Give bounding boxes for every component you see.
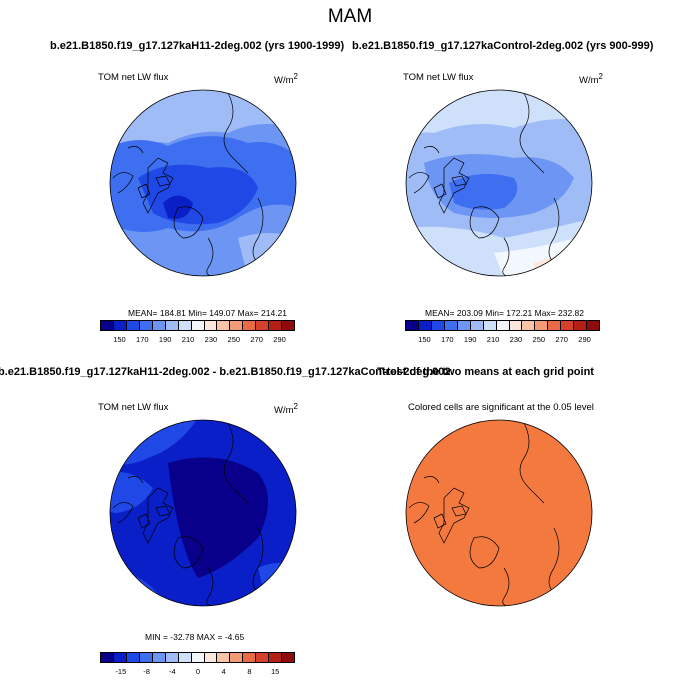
colorbar-swatch	[470, 321, 484, 330]
panel-3-units: W/m2	[274, 402, 298, 417]
colorbar-swatch	[178, 321, 192, 330]
colorbar-swatch	[165, 653, 179, 662]
colorbar-swatch	[522, 321, 536, 330]
colorbar-tick-label: 230	[204, 335, 218, 344]
colorbar-swatch	[574, 321, 588, 330]
colorbar-tick-label: 270	[250, 335, 263, 344]
panel-1-colorbar	[100, 320, 295, 331]
colorbar-swatch	[243, 653, 257, 662]
panel-1-map	[109, 89, 297, 277]
colorbar-swatch	[139, 653, 153, 662]
panel-2-variable: TOM net LW flux	[403, 72, 474, 83]
colorbar-tick-label: 8	[247, 667, 252, 676]
colorbar-tick-label: 210	[486, 335, 500, 344]
colorbar-tick-label: 190	[463, 335, 477, 344]
colorbar-tick-label: -8	[143, 667, 150, 676]
colorbar-swatch	[457, 321, 471, 330]
colorbar-tick-label: 290	[578, 335, 591, 344]
panel-3-stats: MIN = -32.78 MAX = -4.65	[145, 632, 245, 642]
colorbar-swatch	[269, 321, 283, 330]
panel-2-title: b.e21.B1850.f19_g17.127kaControl-2deg.00…	[352, 40, 654, 52]
colorbar-swatch	[126, 321, 140, 330]
colorbar-swatch	[548, 321, 562, 330]
colorbar-swatch	[431, 321, 445, 330]
colorbar-swatch	[282, 653, 295, 662]
colorbar-swatch	[152, 321, 166, 330]
panel-3-title: b.e21.B1850.f19_g17.127kaH11-2deg.002 - …	[0, 366, 451, 378]
colorbar-tick-label: 150	[418, 335, 431, 344]
colorbar-swatch	[204, 653, 218, 662]
colorbar-tick-label: 210	[181, 335, 195, 344]
panel-2-map	[405, 89, 593, 277]
colorbar-swatch	[243, 321, 257, 330]
colorbar-swatch	[496, 321, 510, 330]
colorbar-tick-label: 170	[136, 335, 149, 344]
colorbar-swatch	[191, 653, 205, 662]
colorbar-tick-label: 15	[271, 667, 280, 676]
colorbar-swatch	[139, 321, 153, 330]
colorbar-swatch	[165, 321, 179, 330]
colorbar-swatch	[113, 321, 127, 330]
colorbar-swatch	[152, 653, 166, 662]
colorbar-swatch	[282, 321, 295, 330]
colorbar-swatch	[191, 321, 205, 330]
panel-3-variable: TOM net LW flux	[98, 402, 169, 413]
panel-4-caption: Colored cells are significant at the 0.0…	[408, 402, 594, 413]
colorbar-tick-label: -4	[168, 667, 176, 676]
colorbar-swatch	[561, 321, 575, 330]
colorbar-tick-label: 4	[221, 667, 226, 676]
panel-1-units: W/m2	[274, 72, 298, 87]
panel-4-title: T-test of the two means at each grid poi…	[377, 366, 594, 378]
colorbar-swatch	[256, 321, 270, 330]
colorbar-tick-label: 190	[158, 335, 172, 344]
main-title: MAM	[327, 6, 373, 27]
panel-2-stats: MEAN= 203.09 Min= 172.21 Max= 232.82	[425, 308, 585, 318]
panel-1-title: b.e21.B1850.f19_g17.127kaH11-2deg.002 (y…	[50, 40, 345, 52]
panel-1-stats: MEAN= 184.81 Min= 149.07 Max= 214.21	[128, 308, 288, 318]
panel-4-map	[405, 419, 593, 607]
colorbar-swatch	[204, 321, 218, 330]
colorbar-swatch	[444, 321, 458, 330]
panel-3-colorbar-ticks: -15 -8 -4 0 4 8 15	[108, 667, 288, 676]
panel-2-colorbar	[405, 320, 600, 331]
colorbar-swatch	[101, 321, 114, 330]
colorbar-swatch	[113, 653, 127, 662]
colorbar-swatch	[230, 653, 244, 662]
panel-1-colorbar-ticks: 150 170 190 210 230 250 270 290	[108, 335, 291, 344]
colorbar-tick-label: -15	[115, 667, 127, 676]
panel-2-units: W/m2	[579, 72, 603, 87]
colorbar-tick-label: 250	[532, 335, 546, 344]
colorbar-tick-label: 150	[113, 335, 126, 344]
colorbar-swatch	[587, 321, 600, 330]
colorbar-tick-label: 0	[195, 667, 201, 676]
colorbar-swatch	[217, 321, 231, 330]
colorbar-tick-label: 270	[555, 335, 568, 344]
panel-3-colorbar	[100, 652, 295, 663]
colorbar-swatch	[126, 653, 140, 662]
panel-1-variable: TOM net LW flux	[98, 72, 169, 83]
colorbar-swatch	[509, 321, 523, 330]
colorbar-tick-label: 230	[509, 335, 523, 344]
panel-2-colorbar-ticks: 150 170 190 210 230 250 270 290	[413, 335, 596, 344]
colorbar-swatch	[178, 653, 192, 662]
panel-3-map	[109, 419, 297, 607]
colorbar-swatch	[101, 653, 114, 662]
colorbar-swatch	[418, 321, 432, 330]
colorbar-swatch	[217, 653, 231, 662]
colorbar-swatch	[230, 321, 244, 330]
colorbar-swatch	[483, 321, 497, 330]
colorbar-swatch	[535, 321, 549, 330]
colorbar-tick-label: 250	[227, 335, 241, 344]
colorbar-swatch	[256, 653, 270, 662]
colorbar-swatch	[406, 321, 419, 330]
colorbar-tick-label: 170	[441, 335, 454, 344]
colorbar-swatch	[269, 653, 283, 662]
colorbar-tick-label: 290	[273, 335, 286, 344]
